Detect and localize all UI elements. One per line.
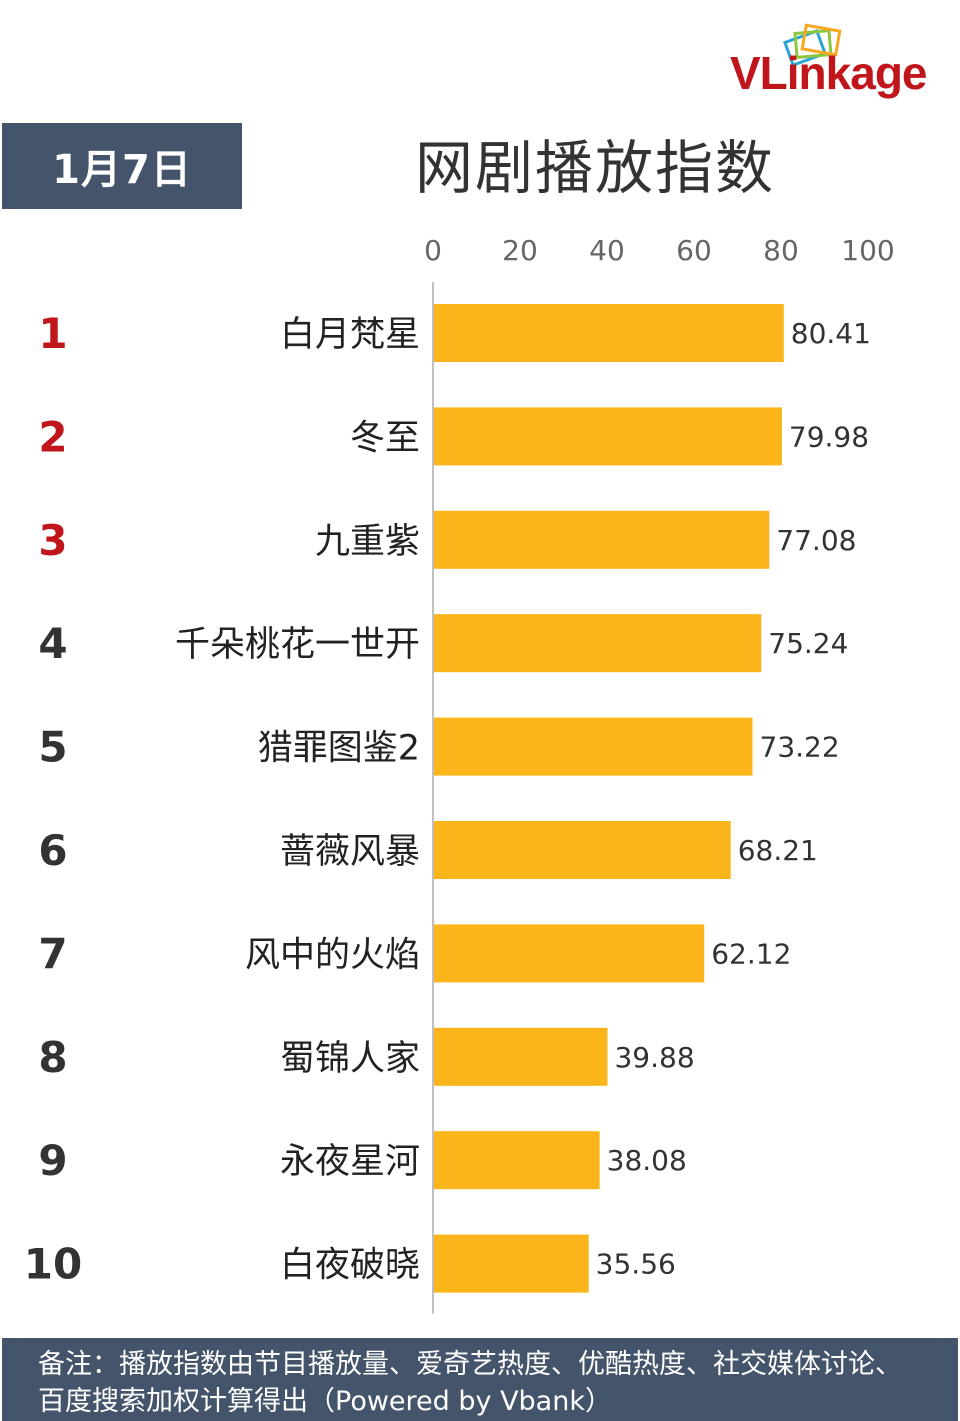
category-label: 冬至 (350, 418, 420, 458)
value-label: 68.21 (738, 834, 818, 867)
category-label: 风中的火焰 (245, 935, 420, 975)
x-tick-label: 20 (502, 234, 538, 267)
category-label: 蜀锦人家 (280, 1039, 420, 1079)
bar (434, 717, 753, 776)
value-label: 38.08 (607, 1144, 687, 1177)
rank-number: 6 (38, 826, 67, 875)
bar (434, 407, 782, 466)
rank-number: 4 (38, 619, 67, 668)
value-label: 75.24 (768, 627, 848, 660)
x-tick-label: 0 (424, 234, 442, 267)
x-tick-label: 60 (676, 234, 712, 267)
value-label: 79.98 (789, 420, 869, 453)
value-label: 62.12 (711, 937, 791, 970)
bar (434, 1027, 608, 1086)
rank-number: 1 (38, 309, 67, 358)
x-tick-label: 100 (841, 234, 894, 267)
rank-number: 9 (38, 1136, 67, 1185)
bar (434, 1234, 589, 1293)
bar (434, 304, 784, 362)
footer-note: 备注：播放指数由节目播放量、爱奇艺热度、优酷热度、社交媒体讨论、百度搜索加权计算… (2, 1338, 958, 1421)
bar (434, 924, 705, 983)
rank-number: 10 (24, 1240, 82, 1289)
value-label: 35.56 (596, 1248, 676, 1281)
x-tick-label: 40 (589, 234, 625, 267)
bar (434, 614, 762, 673)
value-label: 77.08 (776, 524, 856, 557)
category-label: 永夜星河 (280, 1142, 420, 1182)
x-tick-label: 80 (763, 234, 799, 267)
category-label: 猎罪图鉴2 (258, 729, 420, 769)
rank-number: 8 (38, 1033, 67, 1082)
rank-number: 3 (38, 516, 67, 565)
vlinkage-logo-icon (782, 23, 842, 68)
value-label: 80.41 (791, 317, 871, 350)
rank-number: 2 (38, 412, 67, 461)
value-label: 73.22 (760, 731, 840, 764)
rank-number: 5 (38, 723, 67, 772)
category-label: 白夜破晓 (280, 1246, 420, 1286)
bar (434, 510, 770, 569)
bar-chart: 0 20 40 60 80 100 1 白月梵星 80.41 2 冬至 79.98 3 九重紫 77.08 4… (24, 234, 895, 1314)
chart-title: 网剧播放指数 (414, 134, 775, 202)
bar (434, 821, 731, 879)
date-badge: 1月7日 (2, 123, 242, 209)
rank-number: 7 (38, 929, 67, 978)
bar (434, 1131, 600, 1190)
category-label: 千朵桃花一世开 (175, 625, 420, 665)
logo-wordmark: VLinkage (730, 47, 928, 99)
category-label: 九重紫 (315, 522, 420, 562)
category-label: 白月梵星 (280, 315, 420, 355)
value-label: 39.88 (614, 1041, 694, 1074)
category-label: 蔷薇风暴 (280, 832, 420, 872)
